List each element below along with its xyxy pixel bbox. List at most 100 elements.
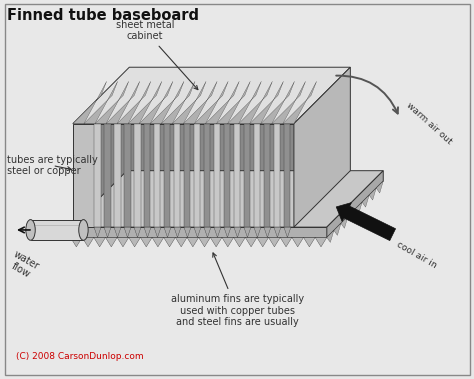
Polygon shape — [222, 238, 234, 247]
Polygon shape — [161, 81, 195, 124]
Polygon shape — [144, 227, 151, 238]
Polygon shape — [244, 227, 251, 238]
Polygon shape — [154, 227, 161, 238]
Polygon shape — [204, 124, 210, 227]
Polygon shape — [234, 238, 245, 247]
Polygon shape — [82, 238, 94, 247]
Polygon shape — [184, 227, 191, 238]
Polygon shape — [250, 81, 283, 124]
Polygon shape — [114, 124, 120, 227]
Polygon shape — [114, 227, 121, 238]
Polygon shape — [199, 238, 210, 247]
Text: warm air out: warm air out — [404, 101, 453, 146]
Text: sheet metal
cabinet: sheet metal cabinet — [116, 20, 198, 89]
Ellipse shape — [79, 219, 88, 240]
Polygon shape — [71, 227, 327, 238]
Polygon shape — [104, 227, 111, 238]
Polygon shape — [164, 124, 171, 227]
Polygon shape — [245, 238, 257, 247]
Text: aluminum fins are typically
used with copper tubes
and steel fins are usually: aluminum fins are typically used with co… — [171, 253, 304, 327]
Text: Finned tube baseboard: Finned tube baseboard — [7, 8, 199, 23]
Polygon shape — [152, 238, 164, 247]
Polygon shape — [224, 227, 231, 238]
Polygon shape — [234, 227, 241, 238]
Polygon shape — [269, 238, 280, 247]
Polygon shape — [341, 216, 348, 228]
Polygon shape — [183, 81, 217, 124]
Polygon shape — [106, 81, 140, 124]
Polygon shape — [73, 81, 107, 124]
Polygon shape — [355, 202, 362, 214]
Polygon shape — [303, 238, 315, 247]
Polygon shape — [376, 181, 383, 193]
Polygon shape — [274, 227, 281, 238]
Polygon shape — [134, 227, 141, 238]
Polygon shape — [284, 124, 291, 227]
Polygon shape — [194, 124, 201, 227]
Ellipse shape — [26, 219, 35, 240]
Polygon shape — [71, 171, 383, 227]
Polygon shape — [94, 227, 101, 238]
Polygon shape — [73, 124, 94, 227]
Polygon shape — [254, 227, 261, 238]
Polygon shape — [194, 81, 228, 124]
Polygon shape — [117, 81, 151, 124]
Polygon shape — [264, 227, 271, 238]
Polygon shape — [117, 238, 129, 247]
Text: cool air in: cool air in — [395, 240, 438, 270]
Polygon shape — [238, 81, 273, 124]
FancyArrow shape — [336, 203, 396, 241]
Polygon shape — [94, 238, 106, 247]
Polygon shape — [140, 238, 152, 247]
Polygon shape — [261, 81, 294, 124]
Text: tubes are typically
steel or copper: tubes are typically steel or copper — [7, 155, 98, 176]
Polygon shape — [244, 124, 250, 227]
Polygon shape — [348, 209, 355, 221]
Polygon shape — [204, 227, 211, 238]
Polygon shape — [334, 223, 341, 235]
Polygon shape — [254, 124, 260, 227]
Polygon shape — [214, 124, 220, 227]
Polygon shape — [144, 124, 151, 227]
Polygon shape — [84, 81, 118, 124]
Polygon shape — [292, 238, 303, 247]
Polygon shape — [134, 124, 140, 227]
Polygon shape — [174, 124, 181, 227]
Polygon shape — [224, 124, 230, 227]
Polygon shape — [264, 124, 271, 227]
Polygon shape — [94, 124, 100, 227]
Polygon shape — [104, 124, 110, 227]
Polygon shape — [173, 81, 206, 124]
Polygon shape — [210, 238, 222, 247]
Polygon shape — [187, 238, 199, 247]
Polygon shape — [194, 227, 201, 238]
FancyArrowPatch shape — [336, 75, 398, 113]
Polygon shape — [164, 227, 171, 238]
Polygon shape — [206, 81, 239, 124]
Polygon shape — [327, 171, 383, 238]
Polygon shape — [327, 230, 334, 243]
Polygon shape — [294, 67, 350, 227]
Polygon shape — [124, 227, 131, 238]
Polygon shape — [164, 238, 175, 247]
Polygon shape — [369, 188, 376, 200]
Polygon shape — [73, 67, 350, 124]
Text: (C) 2008 CarsonDunlop.com: (C) 2008 CarsonDunlop.com — [17, 352, 144, 361]
Polygon shape — [94, 124, 294, 227]
Polygon shape — [284, 227, 291, 238]
Polygon shape — [257, 238, 269, 247]
Polygon shape — [129, 238, 140, 247]
Polygon shape — [154, 124, 161, 227]
Polygon shape — [280, 238, 292, 247]
Polygon shape — [106, 238, 117, 247]
Polygon shape — [71, 238, 82, 247]
Polygon shape — [139, 81, 173, 124]
Polygon shape — [228, 81, 261, 124]
Polygon shape — [174, 227, 181, 238]
Polygon shape — [184, 124, 191, 227]
Polygon shape — [274, 124, 281, 227]
Polygon shape — [214, 227, 221, 238]
Polygon shape — [150, 81, 184, 124]
Polygon shape — [217, 81, 250, 124]
Polygon shape — [95, 81, 129, 124]
